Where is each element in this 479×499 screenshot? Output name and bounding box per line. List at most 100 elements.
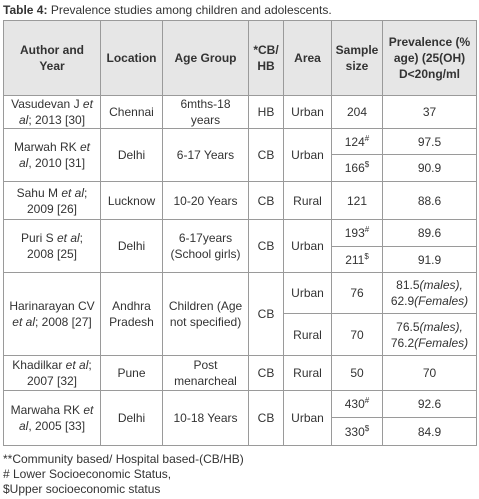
location-cell: Delhi	[100, 390, 163, 446]
location-cell: Andhra Pradesh	[100, 272, 163, 356]
author-part: Khadilkar	[12, 358, 66, 372]
prevalence-part: 76.2	[390, 335, 415, 350]
sample-cell: 76	[331, 272, 383, 314]
header-row: Author and Year Location Age Group *CB/ HB A…	[3, 20, 477, 96]
sample-mark: $	[364, 251, 369, 261]
header-cell: Author and Year	[3, 20, 101, 96]
author-part: , 2005 [33]	[28, 419, 86, 433]
prevalence-part: (Females)	[414, 335, 469, 350]
table-row: Sahu M et al; 2009 [26] Lucknow 10-20 Year…	[3, 181, 477, 220]
header-cell: Location	[100, 20, 163, 96]
table-row: Puri S et al; 2008 [25] Delhi 6-17years (S…	[3, 219, 477, 273]
author-part: Harinarayan CV	[9, 299, 95, 313]
area-cell: Urban	[283, 219, 332, 273]
table-title: Table 4: Prevalence studies among childr…	[3, 3, 332, 17]
area-cell: Urban	[283, 390, 332, 446]
sample-cell: 430#	[331, 390, 383, 418]
sample-size: 193	[344, 226, 365, 240]
header-cell: Sample size	[331, 20, 383, 96]
sample-cell: 121	[331, 181, 383, 220]
prevalence-part: 62.9	[390, 294, 415, 308]
area-cell: Urban	[283, 95, 332, 129]
author-part: et al	[12, 315, 35, 329]
age-cell: Children (Age not specified)	[162, 272, 249, 356]
author-cell: Khadilkar et al; 2007 [32]	[3, 355, 101, 391]
prevalence-cell: 88.6	[382, 181, 477, 220]
sample-size: 204	[346, 105, 368, 119]
table-row: Khadilkar et al; 2007 [32] Pune Post menar…	[3, 355, 477, 391]
sample-mark: $	[364, 423, 370, 433]
author-part: ; 2013 [30]	[28, 113, 86, 127]
location-cell: Chennai	[100, 95, 163, 129]
header-cell: Age Group	[162, 20, 249, 96]
sample-size: 76	[350, 286, 364, 300]
prevalence-cell: 76.5(males), 76.2(Females)	[382, 313, 477, 356]
sample-cell: 70	[331, 313, 383, 356]
sample-size: 166	[344, 161, 365, 175]
author-cell: Harinarayan CV et al; 2008 [27]	[3, 272, 101, 356]
location-cell: Delhi	[100, 219, 163, 273]
sample-cell: 211$	[331, 246, 383, 273]
age-cell: 6-17years (School girls)	[162, 219, 249, 273]
sample-size: 124	[344, 134, 365, 149]
age-cell: 6-17 Years	[162, 128, 249, 182]
author-part: ; 2008 [25]	[26, 231, 84, 261]
sample-cell: 193#	[331, 219, 383, 247]
table-row: 166$ 90.9	[4, 154, 477, 182]
table-row: Harinarayan CV et al; 2008 [27] Andhra Pr…	[3, 272, 477, 356]
age-cell: 10-18 Years	[162, 390, 249, 446]
footnotes: **Community based/ Hospital based-(CB/HB…	[3, 452, 244, 497]
area-cell: Urban	[283, 128, 332, 182]
age-cell: Post menarcheal	[162, 355, 249, 391]
author-cell: Puri S et al; 2008 [25]	[3, 219, 101, 273]
location-cell: Lucknow	[100, 181, 163, 220]
prevalence-part: 81.5	[396, 278, 420, 292]
author-cell: Sahu M et al; 2009 [26]	[3, 181, 101, 220]
prevalence-cell: 37	[382, 95, 477, 129]
prevalence-cell: 97.5	[382, 128, 477, 155]
prevalence-cell: 90.9	[382, 154, 477, 182]
location-cell: Pune	[100, 355, 163, 391]
prevalence-cell: 84.9	[382, 417, 477, 446]
author-part: et al	[56, 231, 80, 245]
prevalence-cell: 89.6	[382, 219, 477, 247]
table-row: Rural 70 76.5(males), 76.2(Females)	[4, 313, 477, 356]
author-part: et al	[18, 403, 94, 433]
author-part: et al	[65, 358, 89, 372]
type-cell: CB	[248, 272, 284, 356]
author-part: Marwah RK	[13, 140, 80, 154]
sample-cell: 124#	[331, 128, 383, 155]
author-part: et al	[18, 97, 93, 127]
table: Author and Year Location Age Group *CB/ HB A…	[3, 20, 477, 446]
author-part: et al	[18, 140, 91, 170]
title-text: Prevalence studies among children and ad…	[50, 3, 332, 17]
type-cell: HB	[248, 95, 284, 129]
age-cell: 6mths-18 years	[162, 95, 249, 129]
sample-size: 70	[350, 327, 364, 342]
type-cell: CB	[248, 390, 284, 446]
sample-size: 50	[350, 366, 364, 380]
prevalence-part: (males),	[419, 319, 463, 334]
header-cell: Prevalence (% age) (25(OH) D<20ng/ml	[382, 20, 477, 96]
prevalence-part: (Females)	[414, 294, 469, 308]
prevalence-cell: 81.5(males), 62.9(Females)	[382, 272, 477, 314]
type-cell: CB	[248, 128, 284, 182]
sample-mark: #	[364, 225, 370, 234]
table-row: 330$ 84.9	[4, 417, 477, 446]
age-cell: 10-20 Years	[162, 181, 249, 220]
prevalence-cell: 91.9	[382, 246, 477, 273]
sample-mark: $	[364, 160, 370, 169]
type-cell: CB	[248, 355, 284, 391]
area-cell: Rural	[283, 313, 332, 356]
author-part: ; 2008 [27]	[34, 315, 92, 329]
sample-size: 211	[345, 252, 365, 267]
author-part: Sahu M	[16, 185, 62, 200]
prevalence-part: 76.5	[396, 319, 420, 334]
sample-mark: #	[364, 133, 370, 143]
sample-size: 330	[344, 424, 365, 439]
prevalence-part: (males),	[419, 278, 463, 292]
sample-mark: #	[364, 396, 370, 405]
sample-size: 430	[344, 397, 365, 411]
